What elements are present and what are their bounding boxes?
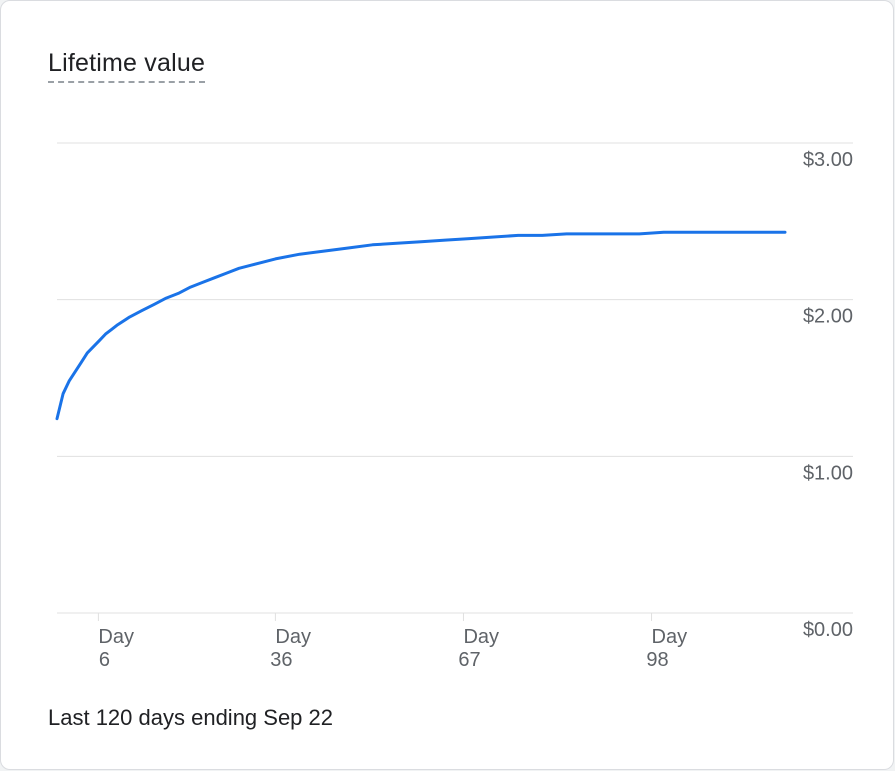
y-tick-label: $0.00 — [803, 619, 853, 641]
grid-lines — [57, 142, 853, 614]
y-tick-label: $2.00 — [803, 306, 853, 328]
y-tick-label: $3.00 — [803, 149, 853, 171]
series-layer — [55, 230, 787, 421]
series-line-0[interactable] — [55, 230, 787, 421]
x-axis-ticks: Day 6 Day 36 Day 67 Day 98 — [97, 613, 687, 671]
y-tick-label: $1.00 — [803, 462, 853, 484]
ltv-line-chart: $3.00 $2.00 $1.00 $0.00 Day 6 Day 36 Day 67 Day 98 — [55, 142, 853, 671]
card-title[interactable]: Lifetime value — [48, 49, 206, 83]
x-tick-label: Day 36 — [270, 626, 311, 671]
x-tick-label: Day 67 — [458, 626, 499, 671]
x-tick-label: Day 98 — [646, 626, 687, 671]
y-axis-ticks: $3.00 $2.00 $1.00 $0.00 — [803, 149, 853, 641]
date-range-label: Last 120 days ending Sep 22 — [48, 705, 334, 730]
x-tick-label: Day 6 — [98, 626, 134, 671]
